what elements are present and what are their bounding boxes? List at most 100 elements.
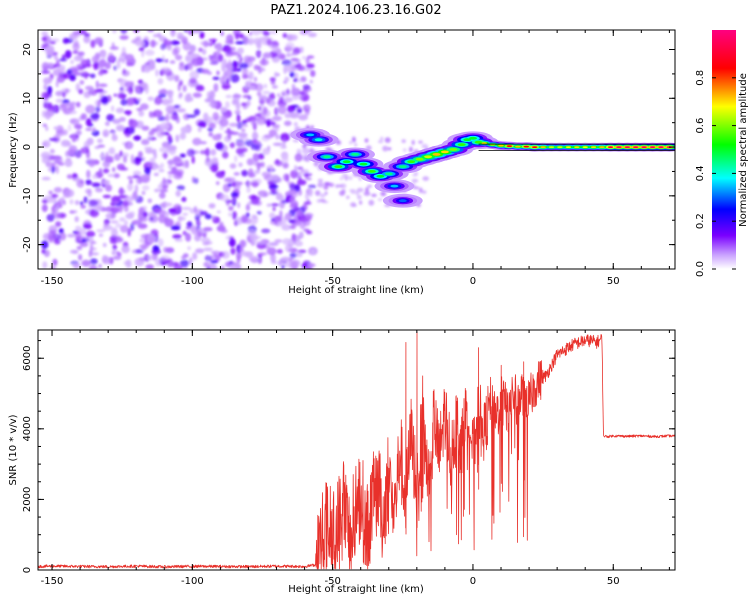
ridge-point xyxy=(624,146,630,149)
noise-blob xyxy=(236,142,242,147)
noise-blob xyxy=(341,173,348,179)
noise-blob xyxy=(294,164,298,172)
ridge-point xyxy=(649,146,656,149)
noise-blob xyxy=(172,156,181,162)
noise-blob xyxy=(147,135,151,140)
noise-blob xyxy=(349,140,353,145)
ridge-point xyxy=(342,160,351,164)
y-tick-label: 0 xyxy=(22,144,33,150)
noise-blob xyxy=(207,71,212,75)
noise-blob xyxy=(174,74,180,83)
noise-blob xyxy=(270,190,278,195)
noise-blob xyxy=(203,247,213,252)
noise-blob xyxy=(193,206,198,213)
noise-blob xyxy=(232,211,237,220)
noise-blob xyxy=(256,91,262,97)
noise-blob xyxy=(319,193,326,198)
noise-blob xyxy=(256,210,262,215)
noise-blob xyxy=(418,187,423,194)
noise-blob xyxy=(256,119,266,126)
x-tick-label: -100 xyxy=(181,576,204,587)
noise-blob xyxy=(119,217,126,222)
colorbar-tick-label: 0.2 xyxy=(695,213,706,229)
noise-blob xyxy=(139,244,149,249)
noise-blob xyxy=(83,196,88,204)
y-tick-label: 10 xyxy=(22,92,33,105)
noise-blob xyxy=(208,122,216,129)
noise-blob xyxy=(364,138,369,143)
noise-blob xyxy=(120,87,124,91)
figure-title: PAZ1.2024.106.23.16.G02 xyxy=(270,3,441,18)
noise-blob xyxy=(53,55,59,60)
noise-blob xyxy=(195,220,201,227)
noise-blob xyxy=(177,82,181,92)
colorbar-ticks: 0.0 0.2 0.4 0.6 0.8 xyxy=(695,70,736,277)
ridge-point xyxy=(367,170,376,173)
noise-blob xyxy=(191,225,199,235)
noise-blob xyxy=(182,212,189,216)
noise-blob xyxy=(281,92,286,96)
noise-blob xyxy=(53,201,63,209)
noise-blob xyxy=(74,200,80,206)
noise-blob xyxy=(102,256,111,265)
noise-blob xyxy=(204,213,212,220)
noise-blob xyxy=(265,97,271,104)
noise-blob xyxy=(232,94,242,98)
ridge-point xyxy=(515,145,521,148)
noise-blob xyxy=(225,101,230,109)
x-tick-label: -150 xyxy=(41,276,64,287)
noise-blob xyxy=(163,246,169,253)
noise-blob xyxy=(147,30,155,33)
noise-blob xyxy=(113,200,119,205)
ridge-point xyxy=(323,155,331,159)
noise-blob xyxy=(78,66,84,71)
ridge-point xyxy=(469,136,477,140)
noise-blob xyxy=(225,94,232,99)
noise-blob xyxy=(64,159,73,168)
spectrogram-frame xyxy=(37,29,676,270)
noise-blob xyxy=(402,148,407,152)
noise-blob xyxy=(220,31,224,37)
colorbar-tick-label: 0.8 xyxy=(695,70,706,86)
noise-blob xyxy=(221,64,226,72)
noise-blob xyxy=(123,110,132,115)
noise-blob xyxy=(176,185,185,191)
noise-blob xyxy=(192,92,202,98)
noise-blob xyxy=(77,51,85,56)
noise-blob xyxy=(85,118,91,126)
noise-blob xyxy=(235,41,245,45)
noise-blob xyxy=(95,88,104,93)
noise-blob xyxy=(236,216,243,225)
noise-blob xyxy=(252,215,259,224)
noise-blob xyxy=(81,238,87,243)
ridge-point xyxy=(498,144,504,147)
noise-blob xyxy=(270,81,276,85)
noise-blob xyxy=(160,122,170,131)
noise-blob xyxy=(277,221,285,226)
noise-blob xyxy=(41,70,51,74)
noise-blob xyxy=(53,210,61,220)
noise-blob xyxy=(175,134,180,143)
ridge-point xyxy=(607,146,614,149)
noise-blob xyxy=(202,232,207,238)
noise-blob xyxy=(55,165,59,175)
noise-blob xyxy=(44,110,52,120)
noise-blob xyxy=(289,34,298,41)
noise-blob xyxy=(294,153,303,162)
noise-blob xyxy=(282,238,292,245)
noise-blob xyxy=(268,242,279,247)
noise-blob xyxy=(226,127,231,134)
noise-blob xyxy=(302,56,306,60)
noise-blob xyxy=(69,74,76,82)
noise-blob xyxy=(168,207,177,214)
noise-blob xyxy=(105,212,116,220)
noise-blob xyxy=(263,83,268,89)
noise-blob xyxy=(380,191,387,197)
noise-blob xyxy=(285,41,295,51)
noise-blob xyxy=(289,71,295,78)
noise-blob xyxy=(93,204,103,211)
noise-blob xyxy=(144,166,151,175)
noise-blob xyxy=(250,120,255,126)
noise-blob xyxy=(112,132,116,139)
